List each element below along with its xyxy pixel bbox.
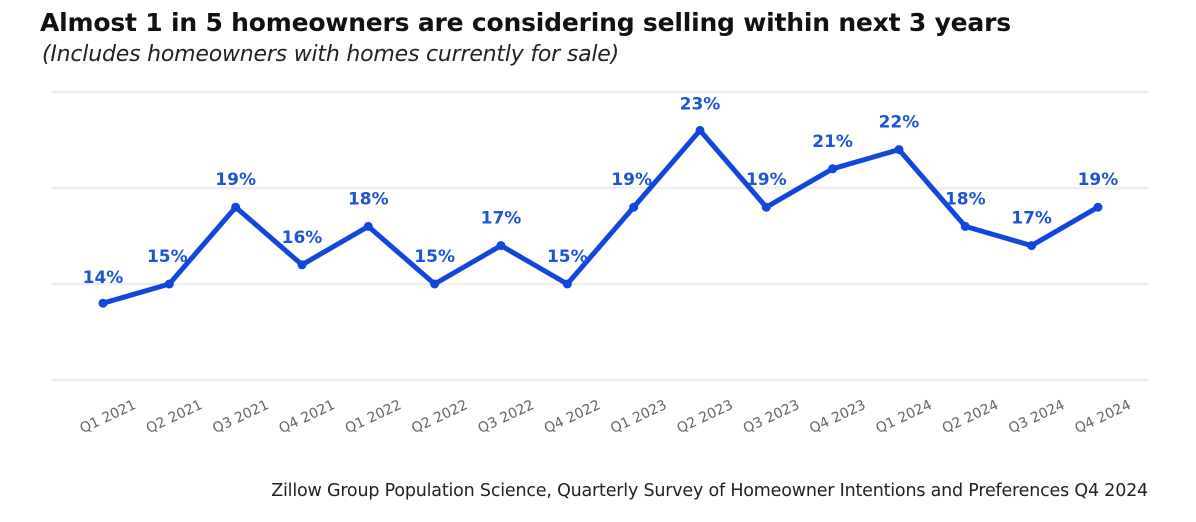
data-label: 19% (746, 170, 787, 190)
x-tick-label: Q3 2023 (741, 397, 802, 437)
x-tick-label: Q1 2023 (608, 397, 669, 437)
x-tick-label: Q1 2022 (343, 397, 404, 437)
data-point (828, 164, 838, 174)
x-axis-tick-labels: Q1 2021 Q2 2021 Q3 2021 Q4 2021 Q1 2022 Q2 20… (78, 397, 1134, 437)
gridlines (52, 90, 1148, 382)
data-label: 19% (215, 170, 256, 190)
data-point (562, 279, 572, 289)
data-label: 15% (147, 247, 188, 267)
data-point (496, 241, 506, 251)
data-point (164, 279, 174, 289)
x-tick-label: Q3 2024 (1006, 397, 1067, 437)
data-label: 21% (812, 132, 853, 152)
data-labels: 14% 15% 19% 16% 18% 15% 17% 15% 19% 23% 19% 21% 22% 1… (83, 94, 1119, 288)
data-label: 18% (945, 189, 986, 209)
series-line-layer (100, 127, 1101, 306)
x-tick-label: Q3 2022 (476, 397, 537, 437)
data-point (1093, 202, 1103, 212)
data-label: 17% (481, 209, 522, 229)
data-point (629, 202, 639, 212)
data-point (1027, 241, 1037, 251)
data-point (98, 298, 108, 308)
x-tick-label: Q4 2022 (542, 397, 603, 437)
data-label: 23% (680, 94, 721, 114)
data-label: 22% (879, 113, 920, 133)
data-point (960, 221, 970, 231)
data-label: 17% (1011, 209, 1052, 229)
line-chart: 14% 15% 19% 16% 18% 15% 17% 15% 19% 23% 19% 21% 22% 1… (52, 90, 1148, 437)
x-tick-label: Q1 2021 (78, 397, 139, 437)
data-label: 16% (282, 228, 323, 248)
data-label: 18% (348, 189, 389, 209)
x-tick-label: Q4 2024 (1072, 397, 1133, 437)
x-tick-label: Q2 2023 (675, 397, 736, 437)
x-tick-label: Q2 2024 (940, 397, 1001, 437)
data-point (894, 145, 904, 155)
data-point (231, 202, 241, 212)
x-tick-label: Q3 2021 (210, 397, 271, 437)
series-line (100, 127, 1101, 306)
x-tick-label: Q4 2023 (807, 397, 868, 437)
x-tick-label: Q2 2021 (144, 397, 205, 437)
data-label: 19% (1078, 170, 1119, 190)
data-point (695, 125, 705, 135)
chart-title: Almost 1 in 5 homeowners are considering… (40, 8, 1011, 37)
data-label: 14% (83, 268, 124, 288)
chart-subtitle: (Includes homeowners with homes currentl… (42, 42, 619, 67)
data-point (363, 221, 373, 231)
x-tick-label: Q2 2022 (409, 397, 470, 437)
data-points (98, 125, 1103, 308)
data-point (297, 260, 307, 270)
data-point (761, 202, 771, 212)
chart-source: Zillow Group Population Science, Quarter… (271, 481, 1148, 501)
x-tick-label: Q4 2021 (277, 397, 338, 437)
x-tick-label: Q1 2024 (873, 397, 934, 437)
data-label: 15% (547, 247, 588, 267)
data-label: 15% (414, 247, 455, 267)
data-point (430, 279, 440, 289)
data-label: 19% (611, 170, 652, 190)
